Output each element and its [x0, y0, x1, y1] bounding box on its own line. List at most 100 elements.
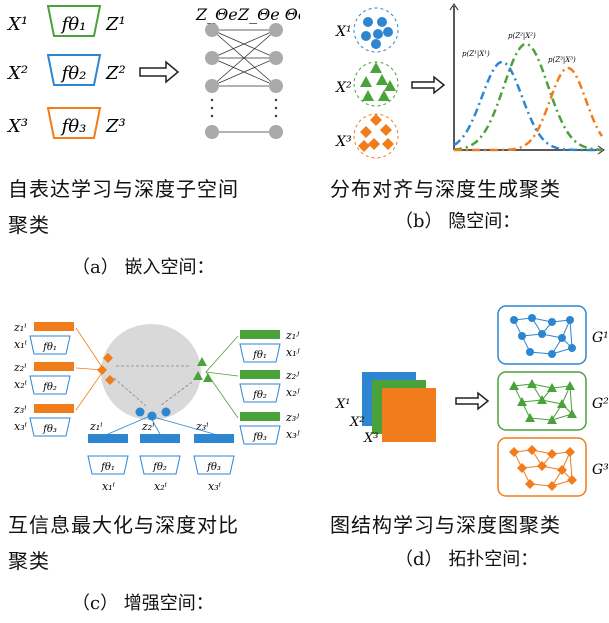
right-arrow-icon: [139, 60, 180, 84]
b-input-x1: X¹: [335, 24, 352, 40]
caption-d: 图结构学习与深度图聚类: [330, 513, 561, 537]
encoder-1: fθ₁: [46, 5, 102, 37]
c-encoder-label: fθ₂: [152, 462, 167, 473]
encoder-2-label: fθ₂: [60, 63, 87, 84]
self-expressive-network: [205, 23, 283, 139]
d-node-circle: [548, 350, 556, 358]
d-input-x1: X¹: [335, 397, 350, 412]
b-orange-diamond: [358, 140, 370, 152]
d-graph-label-2: G²: [592, 396, 609, 412]
d-node-circle: [526, 348, 534, 356]
panel-a-diagram: fθ₁ fθ₂ fθ₃ X¹ X² X³ Z¹ Z² Z³ Z_Θe Z_Θe …: [6, 5, 300, 139]
encoder-2: fθ₂: [46, 54, 102, 86]
c-green-triangle: [203, 373, 213, 382]
c-green-triangle: [197, 357, 207, 366]
c-right-bar: [240, 370, 280, 379]
c-bottom-bar: [88, 434, 128, 443]
d-node-diamond: [565, 447, 575, 457]
d-node-circle: [518, 332, 526, 340]
c-left-x: x₂ⁱ: [14, 378, 27, 391]
c-orange-diamond: [97, 365, 107, 375]
d-node-diamond: [547, 449, 557, 459]
c-orange-diamond: [103, 353, 113, 363]
d-input-x3: X³: [363, 431, 378, 446]
d-node-triangle: [509, 381, 519, 390]
c-bottom-bar: [140, 434, 180, 443]
c-bottom-z: z₁ⁱ: [89, 420, 102, 433]
net-node: [269, 125, 283, 139]
c-bottom-z: z₂ⁱ: [141, 420, 154, 433]
c-left-branch: fθ₁ z₁ⁱ x₁ⁱ fθ₂ z₂ⁱ x₂ⁱ fθ₃ z₃ⁱ x₃ⁱ: [13, 321, 115, 437]
net-node: [269, 51, 283, 65]
c-encoder: [29, 335, 71, 355]
d-node-triangle: [565, 381, 575, 390]
d-node-triangle: [525, 413, 535, 422]
c-encoder: [87, 455, 129, 475]
c-encoder-label: fθ₁: [100, 462, 115, 473]
b-green-triangle: [378, 90, 390, 101]
c-encoder-label: fθ₃: [252, 432, 267, 443]
d-node-triangle: [517, 397, 527, 406]
c-encoder: [239, 425, 281, 445]
b-curve-label-3: p(Z³|X³): [548, 56, 576, 64]
caption-c-line2: 聚类: [8, 549, 50, 573]
c-encoder-label: fθ₁: [252, 350, 267, 361]
d-graph-label-1: G¹: [592, 330, 609, 346]
c-encoder: [193, 455, 235, 475]
d-node-circle: [538, 330, 546, 338]
b-input-x3: X³: [335, 134, 352, 150]
caption-c-line1: 互信息最大化与深度对比: [8, 513, 239, 537]
c-orange-diamond: [105, 375, 115, 385]
encoder-1-label: fθ₁: [60, 14, 87, 35]
c-encoder: [29, 375, 71, 395]
b-cluster-shapes: [358, 17, 396, 152]
b-curve-1: [453, 60, 602, 152]
c-encoder: [239, 343, 281, 363]
net-node: [205, 125, 219, 139]
c-right-branch: fθ₁ z₁ʲ x₁ʲ fθ₂ z₂ʲ x₂ʲ fθ₃ z₃ʲ x₃ʲ: [193, 329, 300, 445]
b-orange-diamond: [360, 126, 372, 138]
b-orange-diamond: [382, 138, 394, 150]
c-right-x: x₃ʲ: [286, 428, 300, 441]
c-shared-space: [101, 324, 201, 420]
input-x1: X¹: [6, 14, 28, 35]
d-graph-box-3: [497, 437, 587, 497]
c-encoder-label: fθ₂: [42, 382, 57, 393]
b-green-triangle: [370, 62, 382, 73]
c-bottom-branch: fθ₁ z₁ⁱ x₁ⁱ fθ₂ z₂ⁱ x₂ⁱ fθ₃ z₃ⁱ x₃ⁱ: [87, 365, 235, 493]
c-right-x: x₂ʲ: [286, 386, 300, 399]
input-x3: X³: [6, 116, 28, 137]
caption-a-line2: 聚类: [8, 213, 50, 237]
c-left-bar: [34, 362, 74, 371]
output-z1: Z¹: [105, 14, 126, 35]
panel-d-diagram: X¹ X² X³ G¹ G² G³: [335, 305, 609, 497]
c-encoder: [139, 455, 181, 475]
c-green-triangle: [193, 371, 203, 380]
c-encoder-label: fθ₂: [252, 390, 267, 401]
d-node-triangle: [537, 395, 547, 404]
c-left-z: z₂ⁱ: [13, 361, 26, 374]
b-blue-dot: [373, 29, 383, 39]
c-bottom-x: x₃ⁱ: [208, 480, 221, 493]
subcaption-b: （b） 隐空间：: [395, 211, 521, 232]
d-node-circle: [528, 314, 536, 322]
c-encoder-label: fθ₃: [42, 424, 57, 435]
net-node: [205, 79, 219, 93]
c-left-bar: [34, 322, 74, 331]
c-encoder-label: fθ₁: [42, 342, 57, 353]
c-left-z: z₁ⁱ: [13, 321, 26, 334]
b-orange-diamond: [370, 114, 382, 126]
c-bottom-bar: [194, 434, 234, 443]
c-bottom-x: x₂ⁱ: [154, 480, 167, 493]
output-z2: Z²: [105, 63, 126, 84]
d-node-diamond: [547, 481, 557, 491]
b-orange-diamond: [380, 124, 392, 136]
encoder-3: fθ₃: [46, 107, 102, 139]
d-graph-box-2: [497, 371, 587, 431]
d-node-triangle: [567, 409, 577, 418]
net-node: [269, 23, 283, 37]
c-encoder: [239, 383, 281, 403]
c-right-x: x₁ʲ: [286, 346, 300, 359]
d-node-circle: [568, 344, 576, 352]
panel-b-diagram: X¹ X² X³ p(Z¹|X¹) p(Z²|X²) p(Z³|X³): [335, 3, 605, 159]
